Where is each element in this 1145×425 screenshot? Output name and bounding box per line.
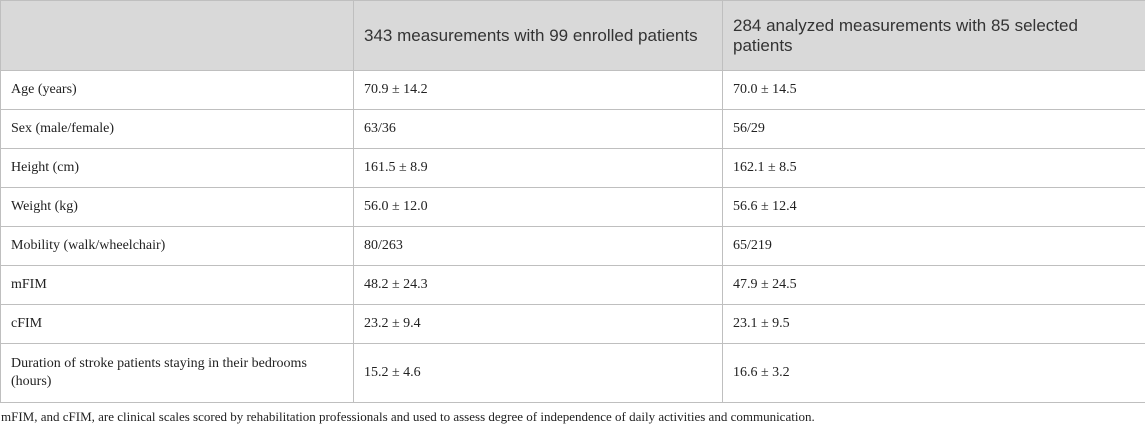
cell: 162.1 ± 8.5 xyxy=(723,149,1145,188)
cell: 63/36 xyxy=(354,110,723,149)
row-label: Sex (male/female) xyxy=(1,110,354,149)
cell: 70.9 ± 14.2 xyxy=(354,71,723,110)
table-row: Duration of stroke patients staying in t… xyxy=(1,344,1145,403)
row-label: Age (years) xyxy=(1,71,354,110)
header-cell: 343 measurements with 99 enrolled patien… xyxy=(354,1,723,71)
data-table: 343 measurements with 99 enrolled patien… xyxy=(0,0,1145,403)
cell: 70.0 ± 14.5 xyxy=(723,71,1145,110)
cell: 15.2 ± 4.6 xyxy=(354,344,723,403)
cell: 56.0 ± 12.0 xyxy=(354,188,723,227)
row-label: Duration of stroke patients staying in t… xyxy=(1,344,354,403)
cell: 56/29 xyxy=(723,110,1145,149)
cell: 23.1 ± 9.5 xyxy=(723,305,1145,344)
row-label: Height (cm) xyxy=(1,149,354,188)
cell: 48.2 ± 24.3 xyxy=(354,266,723,305)
header-row: 343 measurements with 99 enrolled patien… xyxy=(1,1,1145,71)
cell: 16.6 ± 3.2 xyxy=(723,344,1145,403)
cell: 47.9 ± 24.5 xyxy=(723,266,1145,305)
row-label: Weight (kg) xyxy=(1,188,354,227)
header-cell: 284 analyzed measurements with 85 select… xyxy=(723,1,1145,71)
cell: 65/219 xyxy=(723,227,1145,266)
row-label: cFIM xyxy=(1,305,354,344)
cell: 80/263 xyxy=(354,227,723,266)
cell: 23.2 ± 9.4 xyxy=(354,305,723,344)
cell: 56.6 ± 12.4 xyxy=(723,188,1145,227)
row-label: mFIM xyxy=(1,266,354,305)
header-cell xyxy=(1,1,354,71)
cell: 161.5 ± 8.9 xyxy=(354,149,723,188)
row-label: Mobility (walk/wheelchair) xyxy=(1,227,354,266)
footnote: mFIM, and cFIM, are clinical scales scor… xyxy=(1,409,1145,425)
